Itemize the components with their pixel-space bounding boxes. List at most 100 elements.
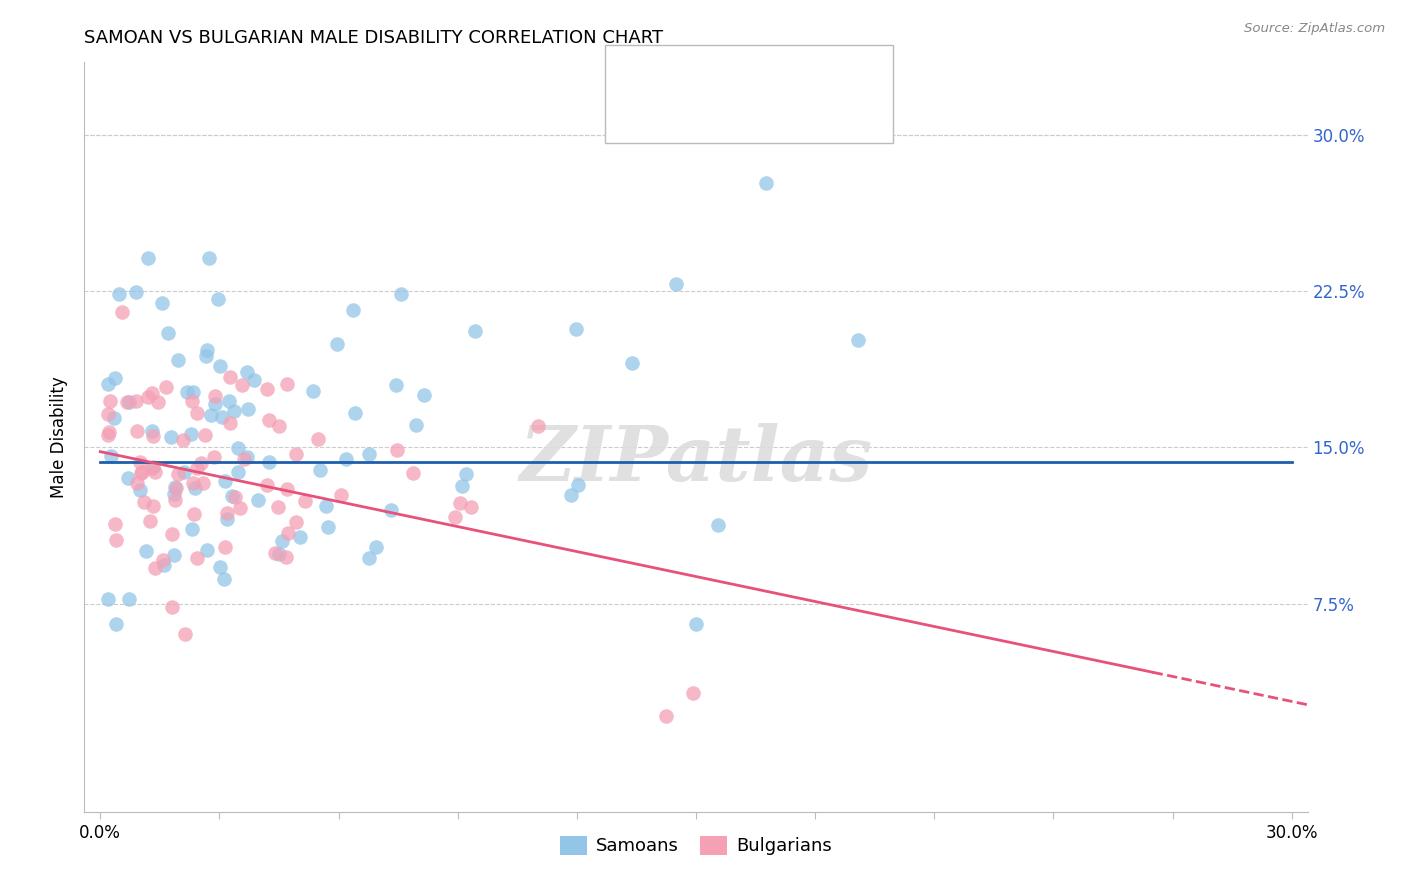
Point: [231, 377, 253, 392]
Point: [267, 548, 290, 562]
Point: [186, 461, 208, 475]
Point: [211, 409, 233, 424]
Point: [129, 467, 152, 481]
Point: [136, 390, 159, 404]
Point: [97, 377, 120, 392]
Point: [186, 551, 208, 566]
Point: [846, 333, 869, 347]
Point: [271, 533, 294, 548]
Point: [195, 543, 218, 558]
Point: [174, 626, 197, 640]
Point: [195, 349, 218, 363]
Point: [655, 708, 678, 723]
Point: [565, 322, 588, 336]
Point: [257, 455, 280, 469]
Point: [129, 455, 152, 469]
Point: [364, 541, 387, 555]
Point: [153, 558, 176, 572]
Point: [142, 460, 165, 475]
Point: [315, 500, 337, 514]
Point: [308, 463, 330, 477]
Point: [136, 251, 159, 265]
Point: [135, 544, 157, 558]
Point: [405, 417, 427, 432]
Point: [117, 471, 139, 485]
Point: [162, 549, 184, 563]
Point: [274, 549, 297, 564]
Point: [202, 450, 225, 465]
Point: [236, 402, 259, 417]
Point: [200, 408, 222, 422]
Point: [105, 617, 128, 632]
Point: [167, 467, 190, 481]
Point: [257, 413, 280, 427]
Text: R =: R =: [662, 65, 702, 83]
Point: [412, 387, 434, 401]
Point: [165, 480, 187, 494]
Point: [160, 430, 183, 444]
Point: [219, 369, 242, 384]
Point: [181, 384, 204, 399]
Point: [294, 494, 316, 508]
Point: [165, 481, 187, 495]
Point: [104, 371, 127, 385]
Point: [212, 572, 235, 586]
Point: [162, 487, 184, 501]
Point: [620, 355, 643, 369]
Point: [277, 526, 299, 541]
Point: [191, 476, 214, 491]
Point: [236, 365, 259, 379]
Point: [402, 466, 425, 480]
Point: [335, 452, 357, 467]
Point: [527, 419, 550, 434]
Text: 0.004: 0.004: [704, 65, 755, 83]
Point: [357, 447, 380, 461]
Point: [233, 452, 256, 467]
Point: [344, 406, 367, 420]
Point: [449, 496, 471, 510]
Text: N =: N =: [758, 65, 797, 83]
Point: [110, 305, 132, 319]
Point: [247, 492, 270, 507]
Point: [302, 384, 325, 399]
Point: [665, 277, 688, 292]
Point: [150, 295, 173, 310]
Text: N =: N =: [758, 101, 797, 119]
Point: [160, 599, 183, 614]
Point: [198, 252, 221, 266]
Point: [108, 286, 131, 301]
Point: [567, 477, 589, 491]
Point: [117, 394, 139, 409]
Point: [194, 428, 217, 442]
Point: [142, 499, 165, 513]
Point: [141, 386, 163, 401]
Point: [276, 482, 298, 496]
Text: Source: ZipAtlas.com: Source: ZipAtlas.com: [1244, 22, 1385, 36]
Point: [318, 520, 340, 534]
Point: [98, 394, 121, 409]
Point: [103, 411, 125, 425]
Point: [359, 551, 381, 566]
Point: [256, 478, 278, 492]
Point: [97, 407, 120, 421]
Point: [167, 353, 190, 368]
Point: [207, 293, 229, 307]
Point: [326, 337, 349, 351]
Point: [131, 466, 153, 480]
Point: [229, 500, 252, 515]
Point: [204, 397, 226, 411]
Point: [100, 449, 122, 463]
Point: [148, 394, 170, 409]
Point: [208, 560, 231, 574]
Point: [228, 465, 250, 479]
Point: [284, 447, 307, 461]
Point: [97, 428, 120, 442]
Point: [128, 483, 150, 497]
Point: [224, 404, 246, 418]
Point: [214, 540, 236, 554]
Point: [186, 406, 208, 420]
Text: 85: 85: [793, 65, 815, 83]
Point: [236, 450, 259, 464]
Point: [288, 530, 311, 544]
Point: [560, 487, 582, 501]
